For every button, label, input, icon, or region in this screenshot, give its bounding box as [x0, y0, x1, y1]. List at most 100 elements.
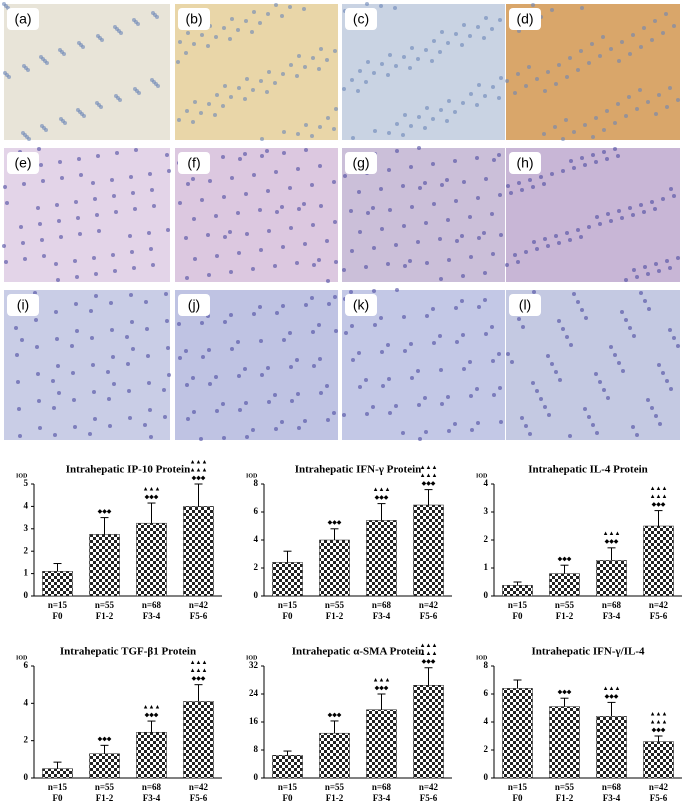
cell-nucleus [110, 328, 114, 332]
cell-nucleus [282, 151, 286, 155]
cell-nucleus [351, 358, 355, 362]
cell-nucleus [668, 86, 672, 90]
significance-marker: ▲▲▲ [650, 711, 668, 717]
cell-nucleus [99, 105, 103, 109]
cell-nucleus [547, 413, 551, 417]
cell-nucleus [490, 212, 494, 216]
cell-nucleus [260, 137, 264, 141]
cell-nucleus [446, 218, 450, 222]
cell-nucleus [166, 346, 170, 350]
cell-nucleus [281, 245, 285, 249]
cell-nucleus [358, 230, 362, 234]
cell-nucleus [34, 318, 38, 322]
cell-nucleus [319, 204, 323, 208]
cell-nucleus [215, 254, 219, 258]
panel-label-box [345, 8, 377, 30]
cell-nucleus [676, 98, 680, 102]
cell-nucleus [251, 428, 255, 432]
cell-nucleus [94, 272, 98, 276]
y-tick-label: 24 [249, 688, 259, 698]
panel-label-box [178, 152, 210, 174]
cell-nucleus [520, 188, 524, 192]
cell-nucleus [475, 156, 479, 160]
cell-nucleus [462, 23, 466, 27]
cell-nucleus [650, 38, 654, 42]
cell-nucleus [38, 222, 42, 226]
cell-nucleus [431, 117, 435, 121]
cell-nucleus [371, 206, 375, 210]
x-tick-label: F1-2 [556, 793, 574, 803]
cell-nucleus [639, 203, 643, 207]
cell-nucleus [524, 424, 528, 428]
cell-nucleus [587, 415, 591, 419]
cell-nucleus [7, 75, 11, 79]
cell-nucleus [318, 357, 322, 361]
cell-nucleus [484, 16, 488, 20]
cell-nucleus [237, 374, 241, 378]
cell-nucleus [568, 238, 572, 242]
cell-nucleus [273, 81, 277, 85]
cell-nucleus [482, 231, 486, 235]
panel-label-box [509, 8, 541, 30]
x-tick-label: F0 [283, 793, 293, 803]
cell-nucleus [661, 197, 665, 201]
bar [272, 755, 303, 779]
cell-nucleus [357, 190, 361, 194]
cell-nucleus [410, 46, 414, 50]
cell-nucleus [439, 108, 443, 112]
cell-nucleus [185, 276, 189, 280]
cell-nucleus [312, 263, 316, 267]
significance-marker: ◆◆◆ [98, 509, 112, 515]
cell-nucleus [424, 430, 428, 434]
cell-nucleus [113, 269, 117, 273]
significance-marker: ▲▲▲ [603, 686, 621, 692]
cell-nucleus [245, 232, 249, 236]
y-tick-label: 2 [254, 562, 259, 572]
cell-nucleus [475, 103, 479, 107]
cell-nucleus [394, 243, 398, 247]
bar [643, 525, 674, 597]
significance-marker: ▲▲▲ [190, 660, 208, 666]
cell-nucleus [281, 72, 285, 76]
significance-marker: ◆◆◆ [558, 557, 572, 563]
cell-nucleus [445, 178, 449, 182]
cell-nucleus [543, 89, 547, 93]
cell-nucleus [236, 340, 240, 344]
y-tick-label: 3 [24, 523, 29, 533]
cell-nucleus [207, 273, 211, 277]
cell-nucleus [546, 354, 550, 358]
panel-label: (g) [352, 155, 369, 171]
cell-nucleus [469, 394, 473, 398]
cell-nucleus [213, 113, 217, 117]
cell-nucleus [498, 18, 502, 22]
panel-label-box [509, 294, 541, 316]
cell-nucleus [265, 149, 269, 153]
cell-nucleus [520, 416, 524, 420]
chart-title: Intrahepatic α-SMA Protein [292, 646, 424, 658]
bar [366, 709, 397, 779]
y-axis-label: IOD [246, 655, 258, 661]
cell-nucleus [304, 303, 308, 307]
cell-nucleus [76, 216, 80, 220]
cell-nucleus [650, 200, 654, 204]
cell-nucleus [491, 85, 495, 89]
cell-nucleus [273, 393, 277, 397]
cell-nucleus [620, 40, 624, 44]
cell-nucleus [51, 379, 55, 383]
cell-nucleus [145, 327, 149, 331]
cell-nucleus [569, 343, 573, 347]
cell-nucleus [455, 340, 459, 344]
cell-nucleus [319, 391, 323, 395]
cell-nucleus [439, 277, 443, 281]
cell-nucleus [111, 253, 115, 257]
cell-nucleus [497, 153, 501, 157]
cell-nucleus [82, 114, 86, 118]
cell-nucleus [380, 350, 384, 354]
cell-nucleus [111, 355, 115, 359]
cell-nucleus [440, 402, 444, 406]
cell-nucleus [440, 30, 444, 34]
bar [89, 534, 120, 597]
bar [183, 701, 214, 779]
cell-nucleus [402, 55, 406, 59]
cell-nucleus [653, 207, 657, 211]
